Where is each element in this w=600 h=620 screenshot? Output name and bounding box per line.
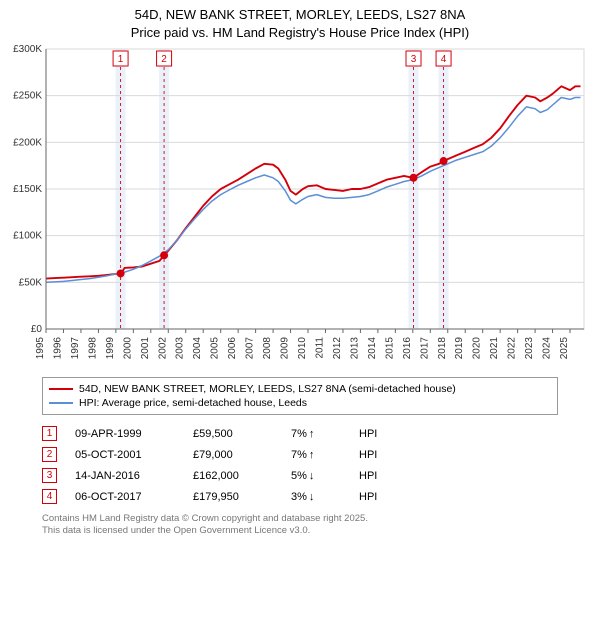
title-line-1: 54D, NEW BANK STREET, MORLEY, LEEDS, LS2… bbox=[6, 6, 594, 24]
title-line-2: Price paid vs. HM Land Registry's House … bbox=[6, 24, 594, 42]
svg-text:2011: 2011 bbox=[314, 337, 325, 359]
attribution: Contains HM Land Registry data © Crown c… bbox=[42, 513, 558, 538]
transaction-date: 06-OCT-2017 bbox=[75, 491, 175, 503]
svg-text:2004: 2004 bbox=[192, 337, 203, 360]
transaction-date: 09-APR-1999 bbox=[75, 428, 175, 440]
svg-text:2013: 2013 bbox=[349, 337, 360, 360]
svg-text:2019: 2019 bbox=[454, 337, 465, 360]
svg-text:2006: 2006 bbox=[227, 337, 238, 360]
svg-text:3: 3 bbox=[411, 54, 417, 65]
transaction-row: 1 09-APR-1999 £59,500 7%↑ HPI bbox=[42, 423, 558, 444]
svg-text:2002: 2002 bbox=[157, 337, 168, 360]
legend-row: 54D, NEW BANK STREET, MORLEY, LEEDS, LS2… bbox=[49, 382, 551, 396]
svg-text:2014: 2014 bbox=[367, 337, 378, 360]
legend-swatch bbox=[49, 402, 73, 404]
svg-text:1998: 1998 bbox=[87, 337, 98, 360]
arrow-up-icon: ↑ bbox=[309, 428, 315, 440]
svg-text:2022: 2022 bbox=[507, 337, 518, 360]
svg-text:2015: 2015 bbox=[384, 337, 395, 360]
chart-title-block: 54D, NEW BANK STREET, MORLEY, LEEDS, LS2… bbox=[6, 6, 594, 41]
svg-text:1: 1 bbox=[118, 54, 124, 65]
svg-text:4: 4 bbox=[441, 54, 447, 65]
legend: 54D, NEW BANK STREET, MORLEY, LEEDS, LS2… bbox=[42, 377, 558, 415]
svg-text:2017: 2017 bbox=[419, 337, 430, 360]
arrow-down-icon: ↓ bbox=[309, 470, 315, 482]
svg-text:2024: 2024 bbox=[542, 337, 553, 360]
transaction-marker: 4 bbox=[42, 489, 57, 504]
svg-text:2005: 2005 bbox=[210, 337, 221, 360]
legend-label: HPI: Average price, semi-detached house,… bbox=[79, 397, 307, 409]
svg-text:2009: 2009 bbox=[280, 337, 291, 360]
legend-label: 54D, NEW BANK STREET, MORLEY, LEEDS, LS2… bbox=[79, 383, 456, 395]
transaction-delta: 7%↑ bbox=[291, 449, 341, 461]
transaction-row: 4 06-OCT-2017 £179,950 3%↓ HPI bbox=[42, 486, 558, 507]
transaction-row: 2 05-OCT-2001 £79,000 7%↑ HPI bbox=[42, 444, 558, 465]
attribution-line-2: This data is licensed under the Open Gov… bbox=[42, 525, 558, 537]
svg-text:1996: 1996 bbox=[52, 337, 63, 360]
transaction-suffix: HPI bbox=[359, 449, 377, 461]
svg-text:2000: 2000 bbox=[122, 337, 133, 360]
svg-text:£250K: £250K bbox=[13, 91, 42, 102]
svg-text:2018: 2018 bbox=[437, 337, 448, 360]
transaction-pct: 7% bbox=[291, 449, 307, 461]
svg-text:£100K: £100K bbox=[13, 231, 42, 242]
transaction-price: £79,000 bbox=[193, 449, 273, 461]
svg-text:£200K: £200K bbox=[13, 137, 42, 148]
svg-text:2016: 2016 bbox=[402, 337, 413, 360]
svg-text:2007: 2007 bbox=[245, 337, 256, 360]
transaction-price: £59,500 bbox=[193, 428, 273, 440]
transaction-pct: 5% bbox=[291, 470, 307, 482]
legend-row: HPI: Average price, semi-detached house,… bbox=[49, 396, 551, 410]
legend-swatch bbox=[49, 388, 73, 390]
transaction-date: 14-JAN-2016 bbox=[75, 470, 175, 482]
transaction-row: 3 14-JAN-2016 £162,000 5%↓ HPI bbox=[42, 465, 558, 486]
transaction-date: 05-OCT-2001 bbox=[75, 449, 175, 461]
transaction-suffix: HPI bbox=[359, 491, 377, 503]
svg-text:1995: 1995 bbox=[35, 337, 46, 360]
transaction-delta: 5%↓ bbox=[291, 470, 341, 482]
svg-text:2010: 2010 bbox=[297, 337, 308, 360]
svg-text:2003: 2003 bbox=[175, 337, 186, 360]
svg-text:2012: 2012 bbox=[332, 337, 343, 360]
svg-text:2023: 2023 bbox=[524, 337, 535, 360]
transaction-marker: 3 bbox=[42, 468, 57, 483]
svg-text:£0: £0 bbox=[31, 324, 43, 335]
transaction-pct: 7% bbox=[291, 428, 307, 440]
svg-text:2001: 2001 bbox=[140, 337, 151, 360]
transaction-table: 1 09-APR-1999 £59,500 7%↑ HPI 2 05-OCT-2001 £79… bbox=[42, 423, 558, 507]
svg-text:2: 2 bbox=[161, 54, 167, 65]
transaction-price: £162,000 bbox=[193, 470, 273, 482]
transaction-marker: 2 bbox=[42, 447, 57, 462]
transaction-price: £179,950 bbox=[193, 491, 273, 503]
transaction-delta: 7%↑ bbox=[291, 428, 341, 440]
svg-text:1997: 1997 bbox=[70, 337, 81, 360]
arrow-down-icon: ↓ bbox=[309, 491, 315, 503]
transaction-pct: 3% bbox=[291, 491, 307, 503]
svg-text:2008: 2008 bbox=[262, 337, 273, 360]
arrow-up-icon: ↑ bbox=[309, 449, 315, 461]
svg-text:2020: 2020 bbox=[472, 337, 483, 360]
transaction-delta: 3%↓ bbox=[291, 491, 341, 503]
attribution-line-1: Contains HM Land Registry data © Crown c… bbox=[42, 513, 558, 525]
svg-text:£300K: £300K bbox=[13, 45, 42, 55]
svg-text:£150K: £150K bbox=[13, 184, 42, 195]
transaction-marker: 1 bbox=[42, 426, 57, 441]
svg-text:2025: 2025 bbox=[559, 337, 570, 360]
svg-text:2021: 2021 bbox=[489, 337, 500, 360]
chart-svg: 1 2 3 4 £0 £50K £100K £150K £200K £250K £300K 1995 1… bbox=[6, 45, 590, 371]
transaction-suffix: HPI bbox=[359, 470, 377, 482]
price-chart: 1 2 3 4 £0 £50K £100K £150K £200K £250K £300K 1995 1… bbox=[6, 45, 594, 371]
svg-text:£50K: £50K bbox=[19, 277, 43, 288]
svg-text:1999: 1999 bbox=[105, 337, 116, 360]
transaction-suffix: HPI bbox=[359, 428, 377, 440]
